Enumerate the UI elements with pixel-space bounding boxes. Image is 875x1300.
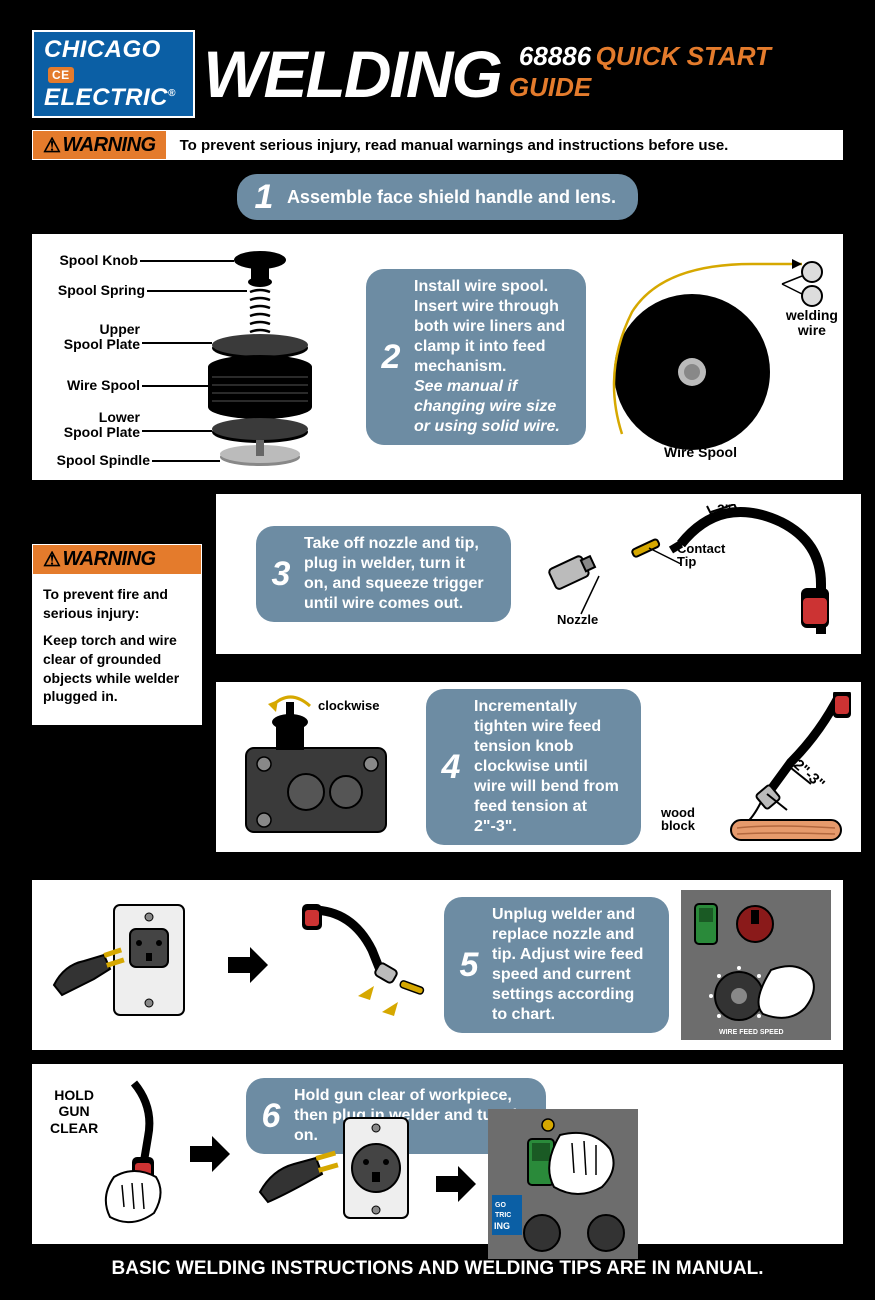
product-title: WELDING	[203, 48, 501, 101]
side-warning-body: To prevent fire and serious injury: Keep…	[32, 574, 202, 725]
panel-step-4: clockwise 4 Incrementally tighten wire f…	[216, 682, 861, 852]
panel-step-5: 5 Unplug welder and replace nozzle and t…	[32, 880, 843, 1050]
step-2-number: 2	[378, 340, 404, 374]
label-lower-plate: LowerSpool Plate	[40, 410, 140, 441]
step-2-text: Install wire spool. Insert wire through …	[414, 277, 568, 437]
plug2-svg	[254, 1114, 424, 1224]
step-5-text: Unplug welder and replace nozzle and tip…	[492, 905, 651, 1025]
hold-gun-clear-diagram: HOLDGUNCLEAR	[44, 1077, 174, 1232]
wire-spool-feed-diagram: weldingwire Wire Spool	[592, 252, 832, 462]
page: CHICAGO CE ELECTRIC® WELDING 68886 QUICK …	[0, 0, 875, 1300]
side-warning-label: WARNING	[62, 548, 155, 571]
feed-svg	[226, 692, 416, 842]
step-4-text: Incrementally tighten wire feed tension …	[474, 697, 623, 837]
label-contact-tip: ContactTip	[677, 542, 725, 568]
footer-text: BASIC WELDING INSTRUCTIONS AND WELDING T…	[32, 1258, 843, 1280]
svg-text:ING: ING	[494, 1221, 510, 1231]
label-spool-spring: Spool Spring	[40, 282, 145, 298]
step-2-main: Install wire spool. Insert wire through …	[414, 278, 565, 375]
step-3-number: 3	[268, 557, 294, 591]
panel-step-6: HOLDGUNCLEAR 6 Hold gun clear of workpie…	[32, 1064, 843, 1244]
step-1-number: 1	[251, 180, 277, 214]
header-right: 68886 QUICK START GUIDE	[509, 41, 843, 103]
label-welding-wire: weldingwire	[786, 308, 838, 339]
wood-block-diagram: woodblock 2"-3"	[651, 692, 851, 842]
torch2-svg	[282, 900, 432, 1030]
torch-reassemble-diagram	[282, 900, 432, 1030]
welder-controls-diagram: WIRE FEED SPEED	[681, 890, 831, 1040]
arrow-right-icon-3	[434, 1162, 478, 1206]
panel-step-2: Spool Knob Spool Spring UpperSpool Plate…	[32, 234, 843, 480]
label-spool-spindle: Spool Spindle	[40, 452, 150, 468]
logo-line2: ELECTRIC	[44, 84, 168, 111]
logo-badge: CE	[48, 67, 74, 83]
row-steps-3-4: ⚠ WARNING To prevent fire and serious in…	[32, 494, 843, 866]
welder-power-diagram: GO TRIC ING	[488, 1109, 638, 1259]
side-warning-box: ⚠ WARNING To prevent fire and serious in…	[32, 544, 202, 866]
plug-svg	[44, 895, 214, 1035]
wire-spool-svg	[592, 252, 832, 462]
torch-nozzle-diagram: Nozzle ContactTip 2"	[521, 504, 851, 644]
step-3-text: Take off nozzle and tip, plug in welder,…	[304, 534, 493, 614]
warning-bar: ⚠ WARNING To prevent serious injury, rea…	[32, 130, 843, 160]
step-1-bubble: 1 Assemble face shield handle and lens.	[237, 174, 638, 220]
warning-tag: ⚠ WARNING	[33, 131, 166, 159]
step-4-bubble: 4 Incrementally tighten wire feed tensio…	[426, 689, 641, 845]
logo-line1: CHICAGO	[44, 36, 161, 63]
label-hold-gun-clear: HOLDGUNCLEAR	[50, 1087, 98, 1137]
label-wood-block: woodblock	[661, 806, 695, 832]
svg-text:GO: GO	[495, 1202, 506, 1209]
step-4-number: 4	[438, 750, 464, 784]
side-warning-heading: To prevent fire and serious injury:	[43, 585, 191, 623]
warning-message: To prevent serious injury, read manual w…	[166, 131, 842, 159]
step-1-text: Assemble face shield handle and lens.	[287, 186, 616, 209]
side-warning-text: Keep torch and wire clear of grounded ob…	[43, 631, 191, 707]
label-upper-plate: UpperSpool Plate	[40, 322, 140, 353]
outlet-plug-diagram	[254, 1114, 424, 1254]
stack-panels-3-4: 3 Take off nozzle and tip, plug in welde…	[216, 494, 861, 866]
step-5-bubble: 5 Unplug welder and replace nozzle and t…	[444, 897, 669, 1033]
step-2-italic: See manual if changing wire size or usin…	[414, 378, 560, 435]
spool-exploded-diagram: Spool Knob Spool Spring UpperSpool Plate…	[40, 242, 360, 472]
product-number: 68886	[519, 41, 591, 71]
brand-logo: CHICAGO CE ELECTRIC®	[32, 30, 195, 118]
label-nozzle: Nozzle	[557, 612, 598, 627]
step-2-bubble: 2 Install wire spool. Insert wire throug…	[366, 269, 586, 445]
svg-text:TRIC: TRIC	[495, 1212, 511, 1219]
header: CHICAGO CE ELECTRIC® WELDING 68886 QUICK …	[32, 30, 843, 118]
label-two-inch: 2"	[717, 501, 731, 517]
label-wire-feed-speed: WIRE FEED SPEED	[719, 1029, 784, 1036]
registered-mark: ®	[168, 88, 176, 99]
step-5-number: 5	[456, 948, 482, 982]
label-clockwise: clockwise	[318, 698, 379, 713]
controls-svg: WIRE FEED SPEED	[681, 890, 821, 1040]
side-warning-tag: ⚠ WARNING	[32, 544, 202, 574]
warning-label: WARNING	[62, 134, 155, 157]
panel-step-3: 3 Take off nozzle and tip, plug in welde…	[216, 494, 861, 654]
feed-tension-diagram: clockwise	[226, 692, 416, 842]
arrow-right-icon-2	[188, 1132, 232, 1176]
step-3-bubble: 3 Take off nozzle and tip, plug in welde…	[256, 526, 511, 622]
controls2-svg: GO TRIC ING	[488, 1109, 638, 1259]
warning-triangle-icon: ⚠	[43, 133, 60, 158]
label-wire-spool: Wire Spool	[40, 377, 140, 393]
label-wire-spool-2: Wire Spool	[664, 444, 737, 460]
step-1-row: 1 Assemble face shield handle and lens.	[32, 174, 843, 220]
arrow-right-icon	[226, 943, 270, 987]
label-spool-knob: Spool Knob	[40, 252, 138, 268]
warning-triangle-icon-2: ⚠	[43, 547, 60, 572]
outlet-unplug-diagram	[44, 895, 214, 1035]
